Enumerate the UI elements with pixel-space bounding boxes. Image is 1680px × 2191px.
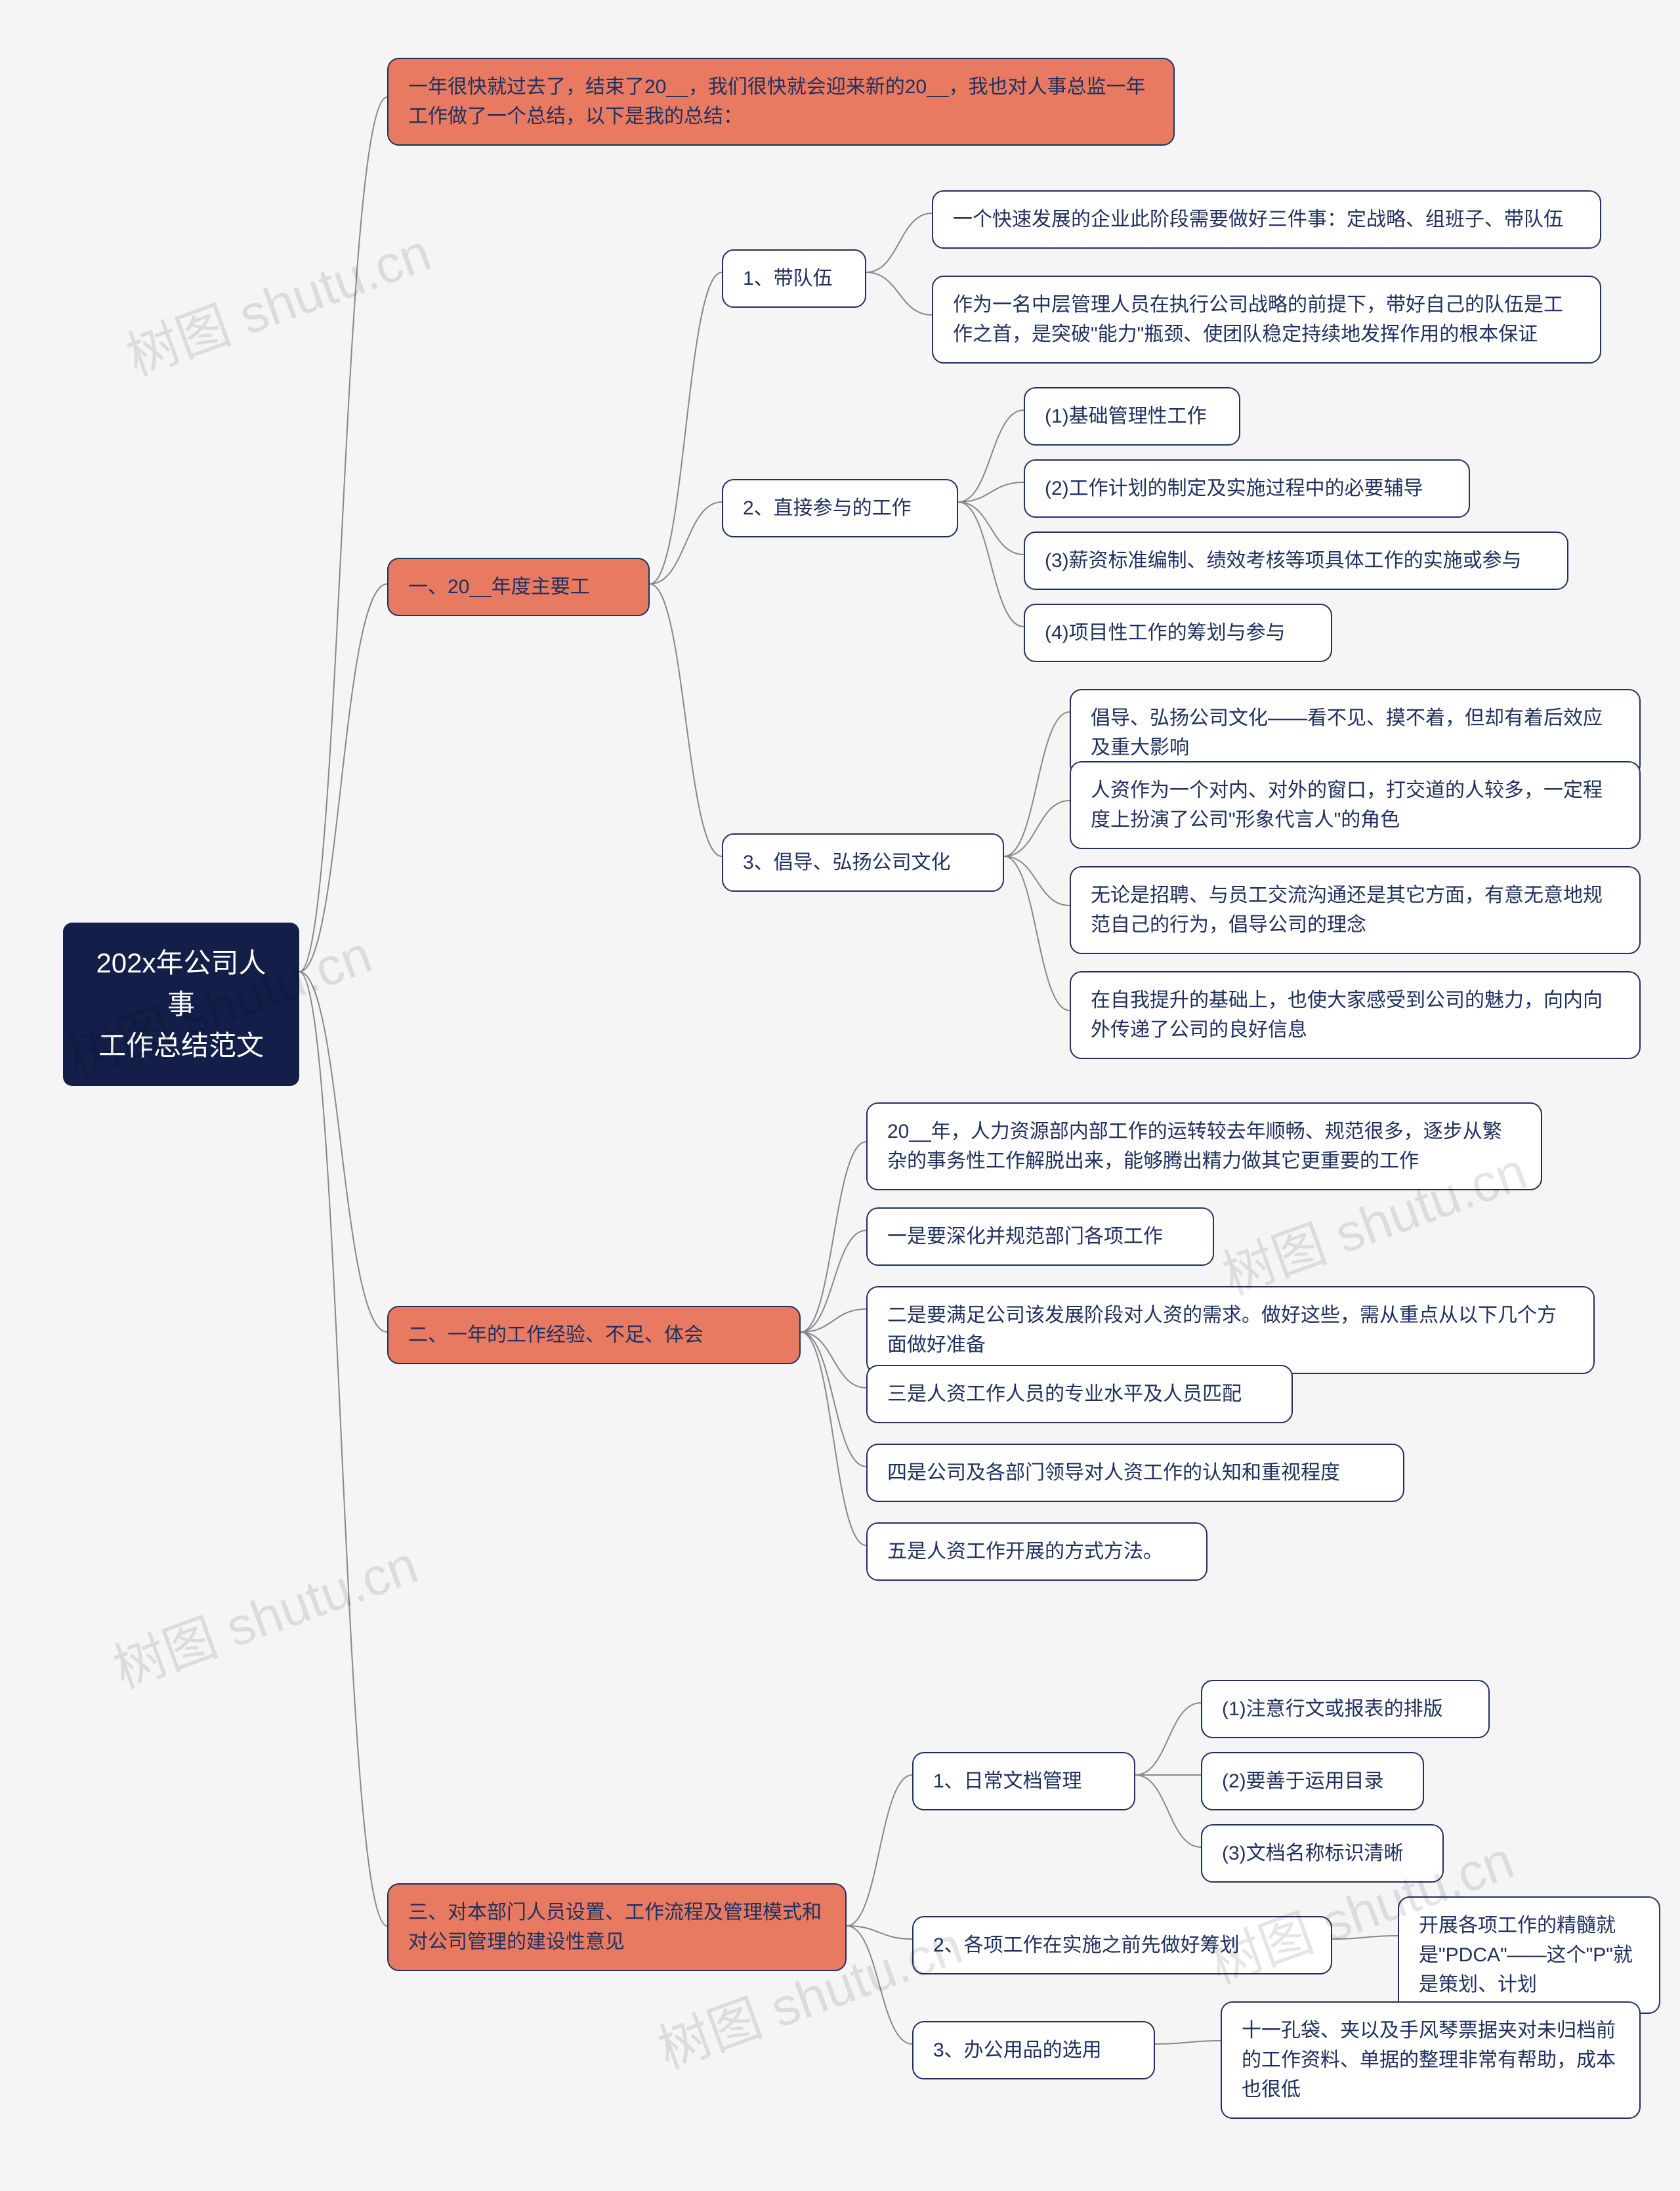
s2-c5: 四是公司及各部门领导对人资工作的认知和重视程度 bbox=[866, 1444, 1404, 1502]
watermark: 树图 shutu.cn bbox=[115, 211, 440, 391]
watermark: 树图 shutu.cn bbox=[102, 1523, 427, 1703]
root-line2: 工作总结范文 bbox=[98, 1030, 264, 1061]
root-node: 202x年公司人事 工作总结范文 bbox=[63, 923, 299, 1086]
section2-title: 二、一年的工作经验、不足、体会 bbox=[387, 1306, 801, 1364]
s1-b3-c2: 人资作为一个对内、对外的窗口，打交道的人较多，一定程度上扮演了公司"形象代言人"… bbox=[1070, 761, 1641, 849]
s3-b1-c3: (3)文档名称标识清晰 bbox=[1201, 1824, 1444, 1883]
s3-b2: 2、各项工作在实施之前先做好筹划 bbox=[912, 1916, 1332, 1974]
s3-b2-c1: 开展各项工作的精髓就是"PDCA"——这个"P"就是策划、计划 bbox=[1398, 1896, 1660, 2014]
s2-c1: 20__年，人力资源部内部工作的运转较去年顺畅、规范很多，逐步从繁杂的事务性工作… bbox=[866, 1102, 1542, 1190]
s3-b1-c2: (2)要善于运用目录 bbox=[1201, 1752, 1424, 1810]
s3-b3-c1: 十一孔袋、夹以及手风琴票据夹对未归档前的工作资料、单据的整理非常有帮助，成本也很… bbox=[1221, 2001, 1641, 2119]
s1-b3: 3、倡导、弘扬公司文化 bbox=[722, 833, 1004, 892]
s1-b2: 2、直接参与的工作 bbox=[722, 479, 958, 537]
s1-b2-c3: (3)薪资标准编制、绩效考核等项具体工作的实施或参与 bbox=[1024, 532, 1568, 590]
s1-b3-c4: 在自我提升的基础上，也使大家感受到公司的魅力，向内向外传递了公司的良好信息 bbox=[1070, 971, 1641, 1059]
s1-b1-c2: 作为一名中层管理人员在执行公司战略的前提下，带好自己的队伍是工作之首，是突破"能… bbox=[932, 276, 1601, 364]
root-line1: 202x年公司人事 bbox=[96, 948, 266, 1020]
s3-b3: 3、办公用品的选用 bbox=[912, 2021, 1155, 2079]
section1-title: 一、20__年度主要工 bbox=[387, 558, 650, 616]
s1-b2-c2: (2)工作计划的制定及实施过程中的必要辅导 bbox=[1024, 459, 1470, 518]
intro-node: 一年很快就过去了，结束了20__，我们很快就会迎来新的20__，我也对人事总监一… bbox=[387, 58, 1175, 146]
mindmap-canvas: 202x年公司人事 工作总结范文 一年很快就过去了，结束了20__，我们很快就会… bbox=[0, 0, 1680, 2191]
s3-b1-c1: (1)注意行文或报表的排版 bbox=[1201, 1680, 1490, 1738]
s2-c4: 三是人资工作人员的专业水平及人员匹配 bbox=[866, 1365, 1293, 1423]
s2-c2: 一是要深化并规范部门各项工作 bbox=[866, 1207, 1214, 1266]
s1-b1-c1: 一个快速发展的企业此阶段需要做好三件事：定战略、组班子、带队伍 bbox=[932, 190, 1601, 249]
s2-c3: 二是要满足公司该发展阶段对人资的需求。做好这些，需从重点从以下几个方面做好准备 bbox=[866, 1286, 1595, 1374]
s2-c6: 五是人资工作开展的方式方法。 bbox=[866, 1522, 1208, 1581]
s3-b1: 1、日常文档管理 bbox=[912, 1752, 1135, 1810]
section3-title: 三、对本部门人员设置、工作流程及管理模式和对公司管理的建设性意见 bbox=[387, 1883, 847, 1971]
s1-b3-c3: 无论是招聘、与员工交流沟通还是其它方面，有意无意地规范自己的行为，倡导公司的理念 bbox=[1070, 866, 1641, 954]
s1-b2-c1: (1)基础管理性工作 bbox=[1024, 387, 1240, 446]
s1-b1: 1、带队伍 bbox=[722, 249, 866, 308]
intro-text: 一年很快就过去了，结束了20__，我们很快就会迎来新的20__，我也对人事总监一… bbox=[408, 76, 1145, 127]
s1-b2-c4: (4)项目性工作的筹划与参与 bbox=[1024, 604, 1332, 662]
